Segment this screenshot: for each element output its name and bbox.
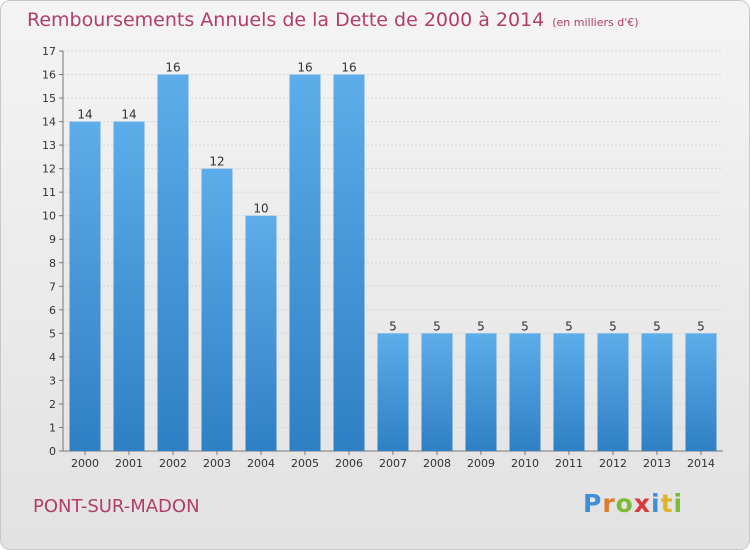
x-tick-label: 2011: [555, 457, 583, 470]
bars: [69, 74, 717, 452]
bar: [509, 333, 541, 451]
y-tick-label: 14: [42, 116, 56, 129]
bar-value-label: 16: [165, 61, 180, 75]
x-tick-label: 2007: [379, 457, 407, 470]
bar-value-label: 16: [297, 61, 312, 75]
x-tick-label: 2005: [291, 457, 319, 470]
y-tick-label: 1: [49, 421, 56, 434]
bar-value-label: 12: [209, 155, 224, 169]
bar: [289, 74, 321, 451]
proxiti-logo: Proxiti: [583, 489, 684, 518]
y-tick-label: 0: [49, 445, 56, 458]
y-tick-label: 8: [49, 257, 56, 270]
bar: [421, 333, 453, 451]
chart-title-text: Remboursements Annuels de la Dette de 20…: [27, 9, 545, 31]
y-tick-label: 9: [49, 233, 56, 246]
bar: [685, 333, 717, 451]
bar-value-label: 5: [697, 319, 705, 333]
bar: [333, 74, 365, 451]
chart-subtitle: (en milliers d'€): [552, 16, 639, 29]
bar: [597, 333, 629, 451]
commune-name: PONT-SUR-MADON: [33, 496, 200, 517]
y-tick-label: 10: [42, 210, 56, 223]
y-tick-label: 12: [42, 163, 56, 176]
x-tick-label: 2008: [423, 457, 451, 470]
x-tick-label: 2001: [115, 457, 143, 470]
y-tick-label: 13: [42, 139, 56, 152]
bar-value-label: 5: [653, 319, 661, 333]
bar: [377, 333, 409, 451]
y-tick-label: 16: [42, 69, 56, 82]
bar: [465, 333, 497, 451]
y-tick-label: 2: [49, 398, 56, 411]
x-tick-label: 2003: [203, 457, 231, 470]
bar: [201, 168, 233, 451]
bar-value-label: 10: [253, 202, 268, 216]
y-tick-label: 6: [49, 304, 56, 317]
x-tick-label: 2012: [599, 457, 627, 470]
y-tick-label: 7: [49, 280, 56, 293]
bar: [69, 121, 101, 452]
y-tick-label: 15: [42, 92, 56, 105]
bar-value-label: 16: [341, 61, 356, 75]
x-tick-label: 2004: [247, 457, 275, 470]
bar: [157, 74, 189, 451]
bar-value-label: 14: [77, 108, 92, 122]
y-tick-label: 5: [49, 327, 56, 340]
bar: [553, 333, 585, 451]
y-tick-label: 4: [49, 351, 56, 364]
chart-title: Remboursements Annuels de la Dette de 20…: [27, 9, 639, 31]
bar-value-label: 5: [565, 319, 573, 333]
x-tick-label: 2006: [335, 457, 363, 470]
bar: [113, 121, 145, 452]
bar-value-label: 5: [389, 319, 397, 333]
bar-value-label: 5: [433, 319, 441, 333]
bar-value-label: 5: [609, 319, 617, 333]
x-tick-label: 2000: [71, 457, 99, 470]
x-tick-label: 2002: [159, 457, 187, 470]
y-tick-label: 17: [42, 45, 56, 58]
x-tick-label: 2010: [511, 457, 539, 470]
y-tick-label: 3: [49, 374, 56, 387]
bar-value-label: 14: [121, 108, 136, 122]
bar: [245, 215, 277, 451]
bar-value-label: 5: [477, 319, 485, 333]
bar: [641, 333, 673, 451]
x-tick-label: 2009: [467, 457, 495, 470]
x-tick-label: 2013: [643, 457, 671, 470]
labels: 0123456789101112131415161714200014200116…: [42, 45, 715, 470]
x-tick-label: 2014: [687, 457, 715, 470]
y-tick-label: 11: [42, 186, 56, 199]
bar-value-label: 5: [521, 319, 529, 333]
